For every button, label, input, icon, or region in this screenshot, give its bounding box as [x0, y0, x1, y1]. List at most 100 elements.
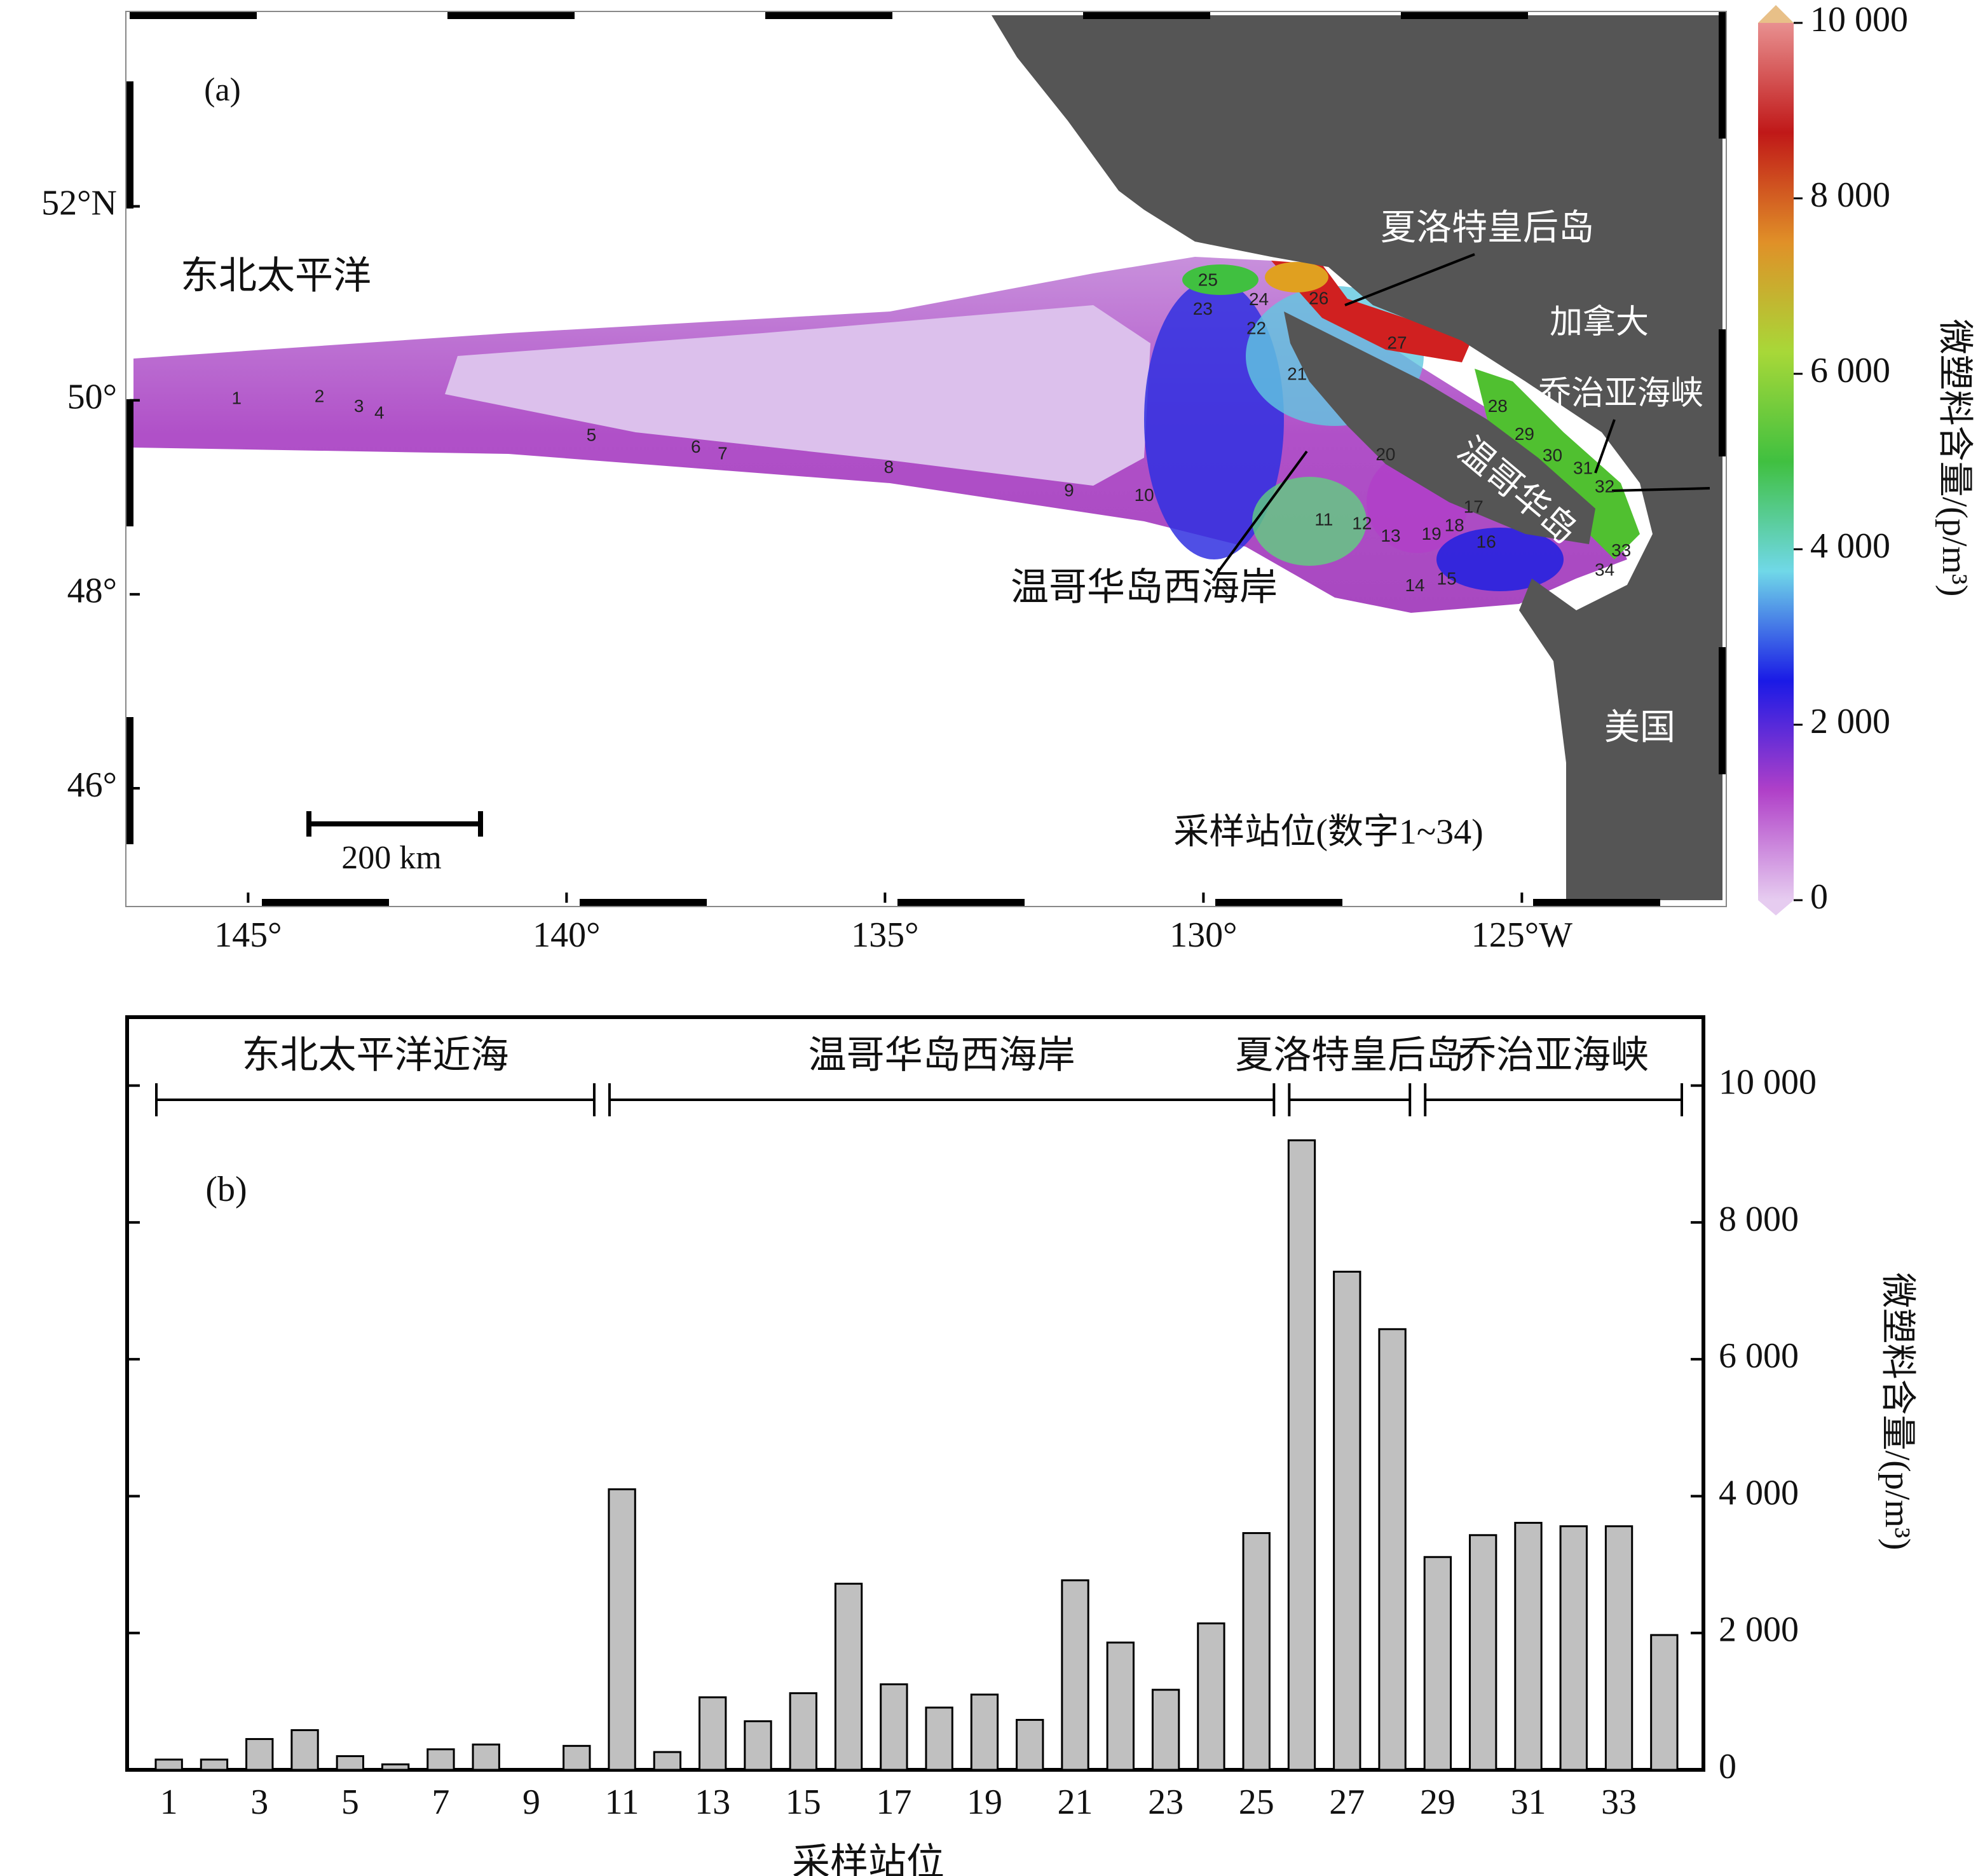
station-label: 19: [1422, 524, 1442, 544]
bar: [426, 1748, 455, 1771]
colorbar-min-arrow: [1758, 900, 1794, 915]
colorbar-tick-label: 8 000: [1810, 175, 1890, 215]
y-tick-label: 2 000: [1719, 1610, 1799, 1650]
group-label: 东北太平洋近海: [242, 1034, 508, 1076]
y-tick-label: 8 000: [1719, 1200, 1799, 1239]
x-tick-label: 13: [695, 1783, 730, 1822]
bar: [653, 1751, 682, 1771]
x-tick-label: 135°: [851, 915, 918, 955]
bar: [1242, 1532, 1271, 1771]
station-label: 4: [374, 402, 385, 422]
bar: [472, 1743, 500, 1771]
bar: [1151, 1688, 1180, 1771]
station-label: 1: [232, 388, 242, 408]
colorbar-tick-label: 10 000: [1810, 0, 1908, 39]
panel-label: (b): [205, 1170, 247, 1209]
bar: [1197, 1622, 1225, 1771]
bar: [1423, 1556, 1452, 1771]
bar: [154, 1758, 183, 1771]
bar: [1378, 1328, 1407, 1771]
x-tick-label: 17: [876, 1783, 911, 1822]
y-tick-label: 4 000: [1719, 1473, 1799, 1512]
bar: [1559, 1525, 1588, 1771]
bar: [880, 1683, 908, 1771]
y-tick-label: 50°: [67, 378, 117, 417]
bar-panel: (b) 采样站位 微塑料含量/(p/m³) 0 2 000 4 000 6 000 8 …: [125, 1015, 1917, 1876]
y-tick-label: 46°: [67, 765, 117, 805]
colorbar-label: 微塑料含量/(p/m³): [1935, 319, 1974, 597]
map-panel: (a) 东北太平洋 夏洛特皇后岛 加拿大 乔治亚海峡 温哥华岛 温哥华岛西海岸 …: [41, 0, 1974, 955]
bar: [970, 1694, 999, 1771]
group-label: 温哥华岛西海岸: [808, 1034, 1075, 1076]
station-label: 10: [1135, 485, 1154, 505]
bar: [1016, 1718, 1044, 1771]
station-label: 8: [884, 457, 894, 477]
colorbar-tick-label: 0: [1810, 877, 1828, 917]
map-frame: [126, 11, 1726, 907]
bar: [834, 1582, 863, 1771]
station-label: 28: [1488, 396, 1508, 416]
bar: [699, 1696, 727, 1771]
station-label: 22: [1246, 318, 1266, 338]
x-tick-label: 1: [160, 1783, 178, 1822]
group-bracket: [1424, 1083, 1683, 1116]
swath-core: [445, 305, 1150, 486]
x-tick-label: 140°: [533, 915, 600, 955]
map-frame-outline: [125, 11, 1727, 907]
bar: [925, 1706, 953, 1771]
station-label: 20: [1375, 444, 1395, 464]
leader-line: [1217, 450, 1308, 573]
bar: [1650, 1634, 1679, 1771]
station-label: 12: [1352, 513, 1372, 533]
station-label: 15: [1437, 568, 1457, 588]
swath-blue2: [1436, 528, 1564, 591]
y-tick-label: 10 000: [1719, 1062, 1817, 1102]
note: 采样站位(数字1~34): [1173, 812, 1484, 852]
bar: [290, 1729, 319, 1771]
station-label: 11: [1314, 509, 1333, 529]
bar: [1106, 1641, 1135, 1771]
station-label: 3: [354, 396, 364, 416]
y-tick-label: 52°N: [41, 183, 117, 223]
panel-label: (a): [204, 72, 241, 108]
x-tick-label: 3: [250, 1783, 268, 1822]
station-label: 33: [1611, 540, 1631, 560]
leader-line: [1594, 419, 1616, 474]
bar: [744, 1720, 772, 1771]
land: [992, 15, 1722, 900]
colorbar-tick-label: 4 000: [1810, 526, 1890, 566]
region-label: 温哥华岛西海岸: [1011, 566, 1278, 608]
bar: [1469, 1534, 1497, 1771]
station-label: 31: [1573, 458, 1593, 477]
bar: [1333, 1270, 1361, 1771]
plot-frame: [125, 1015, 1705, 1772]
station-label: 21: [1287, 364, 1307, 383]
group-bracket: [155, 1083, 596, 1116]
station-label: 2: [315, 387, 325, 406]
station-label: 30: [1543, 446, 1562, 465]
group-label: 乔治亚海峡: [1458, 1034, 1649, 1076]
bar: [200, 1758, 229, 1771]
x-tick-label: 19: [967, 1783, 1002, 1822]
station-label: 25: [1198, 270, 1218, 289]
group-label: 夏洛特皇后岛: [1235, 1034, 1464, 1076]
x-tick-label: 11: [605, 1783, 639, 1822]
swath-green2: [1182, 264, 1258, 295]
bar: [563, 1744, 591, 1771]
station-label: 13: [1381, 526, 1400, 545]
station-label: 18: [1445, 515, 1464, 535]
x-tick-label: 33: [1601, 1783, 1637, 1822]
x-tick-label: 125°W: [1471, 915, 1572, 955]
station-label: 14: [1405, 575, 1424, 595]
station-label: 27: [1387, 333, 1407, 353]
station-label: 6: [691, 437, 701, 456]
region-label: 美国: [1604, 708, 1675, 748]
bar: [789, 1692, 817, 1771]
region-label: 东北太平洋: [181, 255, 371, 297]
group-bracket: [1288, 1083, 1412, 1116]
georgia-strait: [1475, 369, 1640, 559]
station-label: 9: [1064, 481, 1074, 500]
station-label: 7: [718, 444, 728, 463]
leader-line: [1344, 253, 1475, 306]
